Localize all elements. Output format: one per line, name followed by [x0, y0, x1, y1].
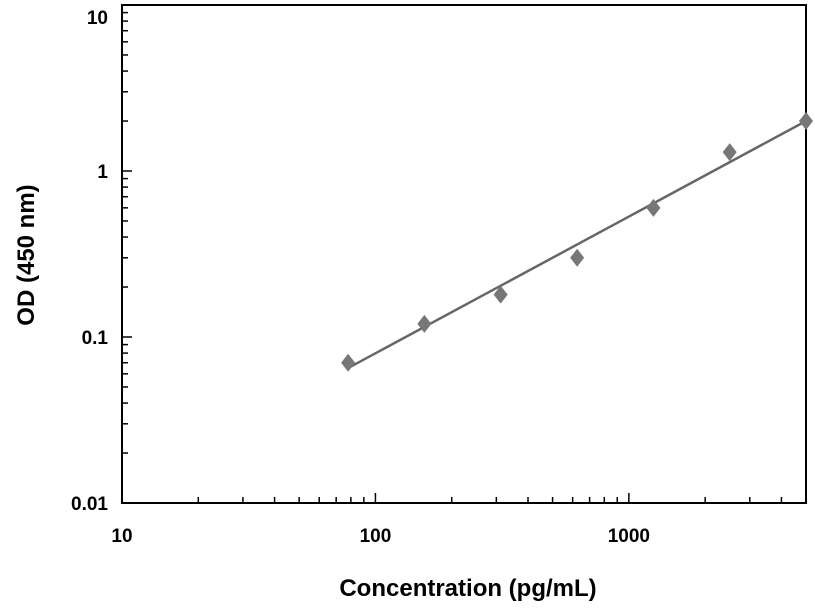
data-point [341, 353, 356, 372]
data-point [646, 198, 661, 217]
y-axis-tick-labels: 0.01 0.1 1 10 [71, 8, 108, 515]
y-tick-label: 1 [97, 162, 108, 183]
data-points [341, 112, 813, 372]
data-point [417, 314, 432, 333]
major-ticks [121, 4, 630, 504]
data-point [799, 112, 813, 131]
minor-ticks [122, 11, 807, 503]
data-point [570, 248, 585, 267]
x-axis-title: Concentration (pg/mL) [339, 575, 596, 602]
x-tick-label: 100 [360, 526, 392, 547]
x-tick-label: 1000 [608, 526, 650, 547]
data-point [493, 285, 508, 304]
y-tick-label: 10 [87, 8, 108, 29]
x-tick-label: 10 [111, 526, 132, 547]
y-tick-label: 0.01 [71, 494, 108, 515]
trendline [347, 119, 807, 370]
y-axis-title: OD (450 nm) [13, 184, 40, 325]
data-point [722, 143, 737, 162]
y-tick-label: 0.1 [82, 328, 109, 349]
trendline-group [347, 119, 807, 370]
plot-area-frame [121, 4, 807, 504]
x-axis-tick-labels: 10 100 1000 [111, 526, 650, 547]
